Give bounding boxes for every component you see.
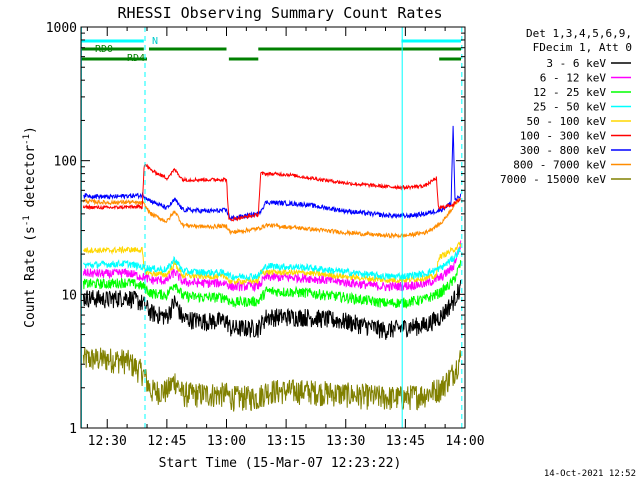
y-axis-label-main: Count Rate (s bbox=[23, 226, 38, 328]
y-tick-label-1: 1 bbox=[69, 422, 77, 437]
legend-label-6: 100 - 300 keV bbox=[520, 130, 606, 143]
n-flag-label: N bbox=[152, 36, 158, 47]
series-line-3 bbox=[82, 260, 462, 309]
series-line-4 bbox=[83, 246, 462, 282]
y-axis-label: Count Rate (s-1 detector-1) bbox=[22, 126, 38, 328]
series-line-1 bbox=[82, 279, 462, 340]
x-tick-label-4: 13:15 bbox=[267, 434, 306, 449]
series-line-8 bbox=[82, 195, 461, 239]
series-layer bbox=[82, 125, 462, 412]
y-axis-label-end: ) bbox=[23, 126, 38, 134]
x-axis-label: Start Time (15-Mar-07 12:23:22) bbox=[159, 456, 402, 471]
axes-layer bbox=[80, 26, 466, 429]
legend-header-2: FDecim 1, Att 0 bbox=[533, 41, 632, 54]
legend: Det 1,3,4,5,6,9, FDecim 1, Att 0 3 - 6 k… bbox=[500, 27, 632, 186]
legend-label-4: 25 - 50 keV bbox=[533, 101, 606, 114]
x-tick-label-5: 13:30 bbox=[326, 434, 365, 449]
plot-frame bbox=[80, 26, 466, 429]
legend-label-8: 800 - 7000 keV bbox=[513, 159, 606, 172]
series-line-2 bbox=[82, 240, 462, 293]
y-axis-label-mid: detector bbox=[23, 145, 38, 216]
series-line-6 bbox=[82, 163, 462, 222]
legend-label-7: 300 - 800 keV bbox=[520, 144, 606, 157]
tick-layer: 12:30 12:45 13:00 13:15 13:30 13:45 14:00 1 10 10… bbox=[46, 21, 485, 449]
y-tick-label-2: 10 bbox=[61, 288, 77, 303]
chart-title: RHESSI Observing Summary Count Rates bbox=[117, 4, 442, 22]
legend-header-1: Det 1,3,4,5,6,9, bbox=[526, 27, 632, 40]
y-axis-label-sup2: -1 bbox=[22, 134, 32, 145]
x-tick-label-1: 12:30 bbox=[88, 434, 127, 449]
y-tick-label-3: 100 bbox=[54, 155, 77, 170]
x-tick-label-3: 13:00 bbox=[207, 434, 246, 449]
y-axis-label-sup1: -1 bbox=[22, 215, 32, 226]
series-line-5 bbox=[82, 241, 462, 286]
x-tick-label-7: 14:00 bbox=[445, 434, 484, 449]
y-tick-label-4: 1000 bbox=[46, 21, 77, 36]
legend-label-2: 6 - 12 keV bbox=[540, 72, 607, 85]
legend-label-3: 12 - 25 keV bbox=[533, 86, 606, 99]
x-tick-label-6: 13:45 bbox=[386, 434, 425, 449]
series-line-7 bbox=[83, 125, 462, 222]
rd0-flag-label: RD0 bbox=[95, 44, 113, 55]
legend-label-9: 7000 - 15000 keV bbox=[500, 173, 606, 186]
footer-date: 14-Oct-2021 12:52 bbox=[544, 469, 636, 479]
series-line-9 bbox=[82, 347, 462, 412]
legend-label-5: 50 - 100 keV bbox=[527, 115, 607, 128]
rd4-flag-label: RD4 bbox=[127, 53, 145, 64]
legend-label-1: 3 - 6 keV bbox=[546, 57, 606, 70]
x-tick-label-2: 12:45 bbox=[147, 434, 186, 449]
